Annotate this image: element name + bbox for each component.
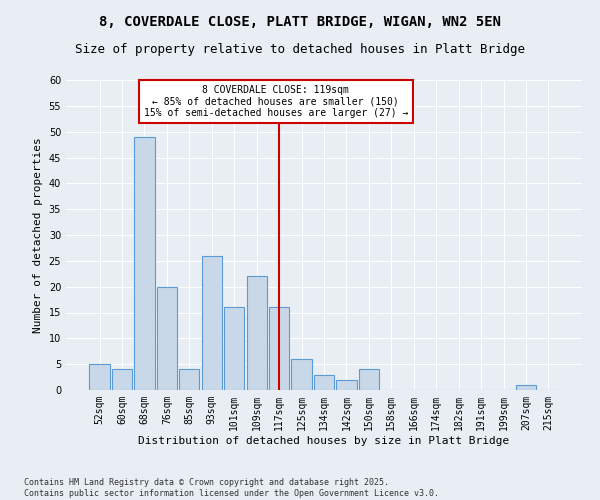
- Text: Contains HM Land Registry data © Crown copyright and database right 2025.
Contai: Contains HM Land Registry data © Crown c…: [24, 478, 439, 498]
- Bar: [359, 370, 379, 390]
- Bar: [134, 137, 155, 390]
- Text: 8, COVERDALE CLOSE, PLATT BRIDGE, WIGAN, WN2 5EN: 8, COVERDALE CLOSE, PLATT BRIDGE, WIGAN,…: [99, 15, 501, 29]
- Bar: [112, 370, 132, 390]
- Bar: [247, 276, 267, 390]
- Bar: [202, 256, 222, 390]
- Bar: [179, 370, 199, 390]
- Bar: [292, 359, 311, 390]
- X-axis label: Distribution of detached houses by size in Platt Bridge: Distribution of detached houses by size …: [139, 436, 509, 446]
- Bar: [224, 308, 244, 390]
- Text: Size of property relative to detached houses in Platt Bridge: Size of property relative to detached ho…: [75, 42, 525, 56]
- Bar: [89, 364, 110, 390]
- Bar: [157, 286, 177, 390]
- Y-axis label: Number of detached properties: Number of detached properties: [33, 137, 43, 333]
- Bar: [269, 308, 289, 390]
- Bar: [337, 380, 356, 390]
- Bar: [516, 385, 536, 390]
- Text: 8 COVERDALE CLOSE: 119sqm
← 85% of detached houses are smaller (150)
15% of semi: 8 COVERDALE CLOSE: 119sqm ← 85% of detac…: [143, 85, 408, 118]
- Bar: [314, 374, 334, 390]
